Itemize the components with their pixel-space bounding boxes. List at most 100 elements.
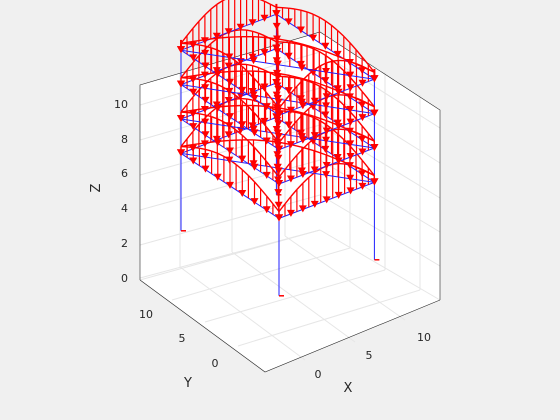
load-arrow-head [262, 206, 271, 214]
load-envelope [343, 35, 351, 44]
load-envelope [326, 60, 333, 64]
load-envelope [302, 142, 310, 150]
load-arrow-head [177, 149, 185, 157]
load-envelope [253, 147, 262, 155]
load-envelope [301, 43, 315, 49]
load-envelope [217, 83, 225, 89]
load-envelope [193, 142, 206, 146]
load-envelope [229, 36, 242, 38]
y-tick-label: 10 [139, 308, 153, 321]
load-arrow-head [201, 118, 210, 126]
load-arrow-head [275, 111, 283, 119]
axes-box-edges [139, 31, 441, 373]
load-envelope [193, 77, 200, 81]
load-envelope [313, 115, 327, 122]
x-tick-label: 0 [315, 368, 322, 381]
load-arrow-head [201, 96, 210, 104]
load-envelope [265, 36, 278, 40]
load-arrow-head [370, 144, 379, 151]
load-envelope [193, 112, 200, 115]
load-arrow-head [224, 131, 233, 139]
load-envelope [318, 51, 326, 56]
load-envelope [294, 111, 302, 115]
load-arrow-head [284, 87, 293, 95]
load-envelope [193, 73, 206, 77]
load-envelope [284, 127, 292, 136]
load-arrow-head [238, 121, 247, 129]
load-arrow-head [334, 88, 343, 96]
load-arrow-head [238, 86, 247, 94]
x-axis: 0 5 10 X [315, 331, 432, 396]
load-envelope [235, 95, 243, 102]
load-arrow-head [201, 49, 210, 57]
load-envelope [210, 38, 218, 45]
load-envelope [229, 104, 242, 107]
load-arrow-head [286, 209, 295, 217]
load-envelope [266, 195, 274, 205]
load-arrow-head [322, 67, 331, 75]
load-arrow-head [286, 141, 295, 149]
load-arrow-head [274, 189, 283, 197]
load-envelope [362, 169, 375, 177]
load-arrow-head [250, 129, 259, 137]
load-arrow-head [298, 136, 307, 144]
load-envelope [289, 74, 303, 80]
load-arrow-head [225, 122, 234, 130]
load-envelope [247, 140, 256, 148]
load-envelope [349, 60, 363, 68]
load-envelope [289, 40, 303, 45]
load-arrow-head [236, 23, 245, 31]
load-arrow-head [298, 102, 307, 110]
load-envelope [193, 43, 200, 46]
load-arrow-head [333, 50, 342, 58]
load-arrow-head [238, 190, 247, 198]
load-envelope [187, 43, 194, 45]
x-tick-label: 5 [366, 349, 373, 362]
load-envelope [282, 75, 289, 78]
load-envelope [253, 36, 266, 39]
load-arrow-head [322, 162, 331, 169]
load-envelope [282, 41, 289, 44]
load-arrow-head [226, 78, 234, 86]
load-arrow-head [260, 14, 269, 22]
load-arrow-head [224, 28, 233, 36]
load-envelope [180, 40, 194, 44]
load-envelope [361, 159, 369, 169]
load-arrow-head [274, 201, 283, 209]
load-envelope [186, 131, 194, 140]
y-axis: 10 5 0 Y [139, 308, 219, 391]
load-envelope [349, 129, 363, 137]
load-envelope [222, 0, 226, 2]
load-arrow-head [346, 118, 355, 126]
load-envelope [349, 42, 357, 51]
z-axis-label: Z [89, 183, 104, 192]
load-arrow-head [213, 173, 222, 181]
load-arrow-head [177, 80, 185, 88]
load-envelope [290, 85, 298, 94]
load-arrow-head [274, 167, 283, 175]
load-arrow-head [274, 120, 283, 128]
z-tick-label: 10 [114, 98, 128, 111]
load-arrow-head [177, 115, 185, 122]
load-arrow-head [284, 52, 293, 60]
load-envelope [205, 45, 212, 49]
load-arrow-head [272, 22, 281, 30]
load-envelope [229, 70, 242, 73]
load-envelope [306, 11, 314, 15]
load-envelope [306, 45, 314, 50]
load-arrow-head [201, 165, 210, 173]
load-arrow-head [322, 93, 331, 101]
load-envelope [260, 85, 268, 94]
load-envelope [193, 107, 206, 111]
load-envelope [241, 100, 249, 108]
load-arrow-head [274, 73, 283, 81]
load-envelope [252, 99, 259, 103]
load-envelope [302, 176, 310, 184]
load-arrow-head [238, 155, 247, 163]
load-envelope [314, 65, 322, 70]
load-arrow-head [322, 127, 331, 135]
load-arrow-head [358, 148, 367, 156]
load-envelope [367, 64, 375, 73]
load-envelope [186, 96, 194, 105]
load-envelope [290, 120, 298, 129]
